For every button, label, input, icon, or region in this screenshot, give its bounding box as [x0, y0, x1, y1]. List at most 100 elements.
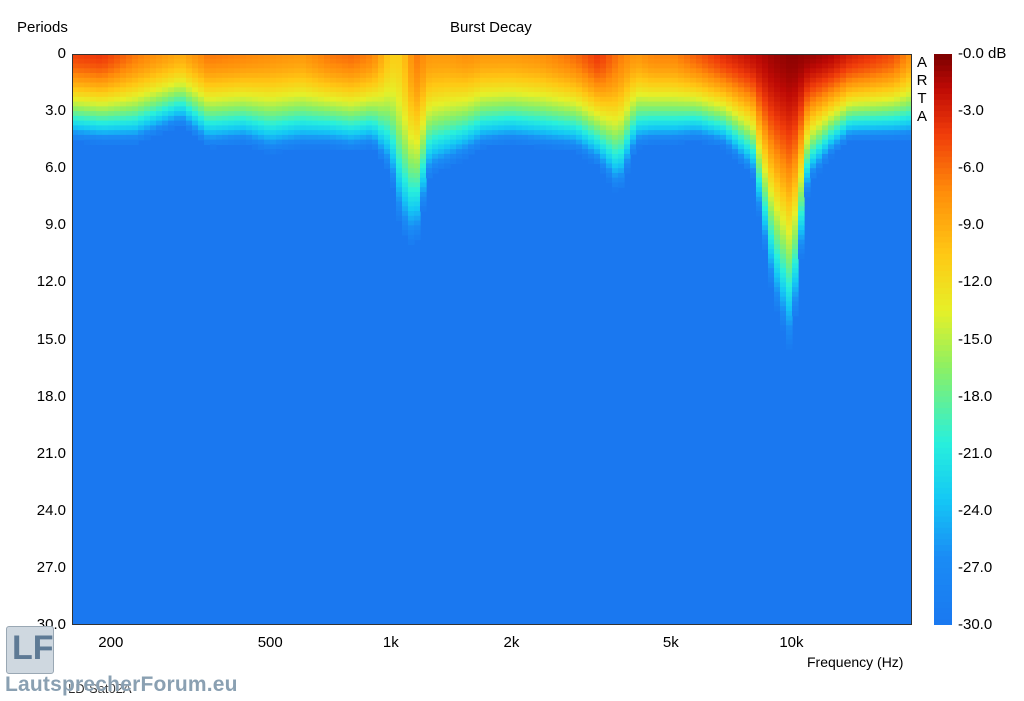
- heatmap-cell: [240, 54, 247, 60]
- heatmap-cell: [852, 111, 859, 117]
- heatmap-cell: [612, 106, 619, 112]
- heatmap-cell: [372, 115, 379, 122]
- heatmap-cell: [852, 77, 859, 84]
- heatmap-cell: [552, 120, 559, 126]
- heatmap-cell: [216, 68, 223, 74]
- heatmap-cell: [354, 139, 361, 146]
- heatmap-cell: [882, 120, 889, 126]
- heatmap-cell: [216, 63, 223, 69]
- heatmap-cell: [672, 120, 679, 126]
- heatmap-cell: [864, 82, 871, 88]
- heatmap-cell: [864, 134, 871, 141]
- heatmap-cell: [774, 111, 781, 117]
- heatmap-cell: [294, 87, 301, 93]
- heatmap-cell: [618, 68, 625, 74]
- heatmap-cell: [372, 92, 379, 98]
- heatmap-cell: [132, 134, 139, 141]
- heatmap-cell: [90, 87, 97, 93]
- heatmap-cell: [192, 101, 199, 107]
- heatmap-cell: [768, 68, 775, 74]
- heatmap-cell: [558, 82, 565, 88]
- heatmap-cell: [174, 92, 181, 98]
- heatmap-cell: [222, 87, 229, 93]
- heatmap-cell: [150, 115, 157, 122]
- heatmap-cell: [240, 125, 247, 131]
- heatmap-cell: [654, 63, 661, 69]
- heatmap-cell: [660, 120, 667, 126]
- heatmap-cell: [228, 120, 235, 126]
- y-tick-label: 27.0: [36, 558, 66, 576]
- heatmap-cell: [738, 106, 745, 112]
- heatmap-cell: [264, 106, 271, 112]
- heatmap-cell: [822, 82, 829, 88]
- heatmap-cell: [780, 225, 787, 231]
- heatmap-cell: [396, 101, 403, 107]
- heatmap-cell: [384, 115, 391, 122]
- heatmap-cell: [480, 130, 487, 136]
- heatmap-cell: [420, 120, 427, 126]
- heatmap-cell: [720, 115, 727, 122]
- heatmap-cell: [570, 73, 577, 79]
- heatmap-cell: [762, 125, 769, 131]
- heatmap-cell: [846, 115, 853, 122]
- heatmap-cell: [504, 68, 511, 74]
- heatmap-cell: [378, 101, 385, 107]
- heatmap-cell: [774, 206, 781, 212]
- heatmap-cell: [756, 139, 763, 146]
- heatmap-cell: [294, 68, 301, 74]
- heatmap-cell: [306, 87, 313, 93]
- colorbar-swatch: [934, 71, 952, 78]
- heatmap-cell: [240, 101, 247, 107]
- heatmap-cell: [906, 134, 912, 141]
- heatmap-cell: [600, 158, 607, 165]
- heatmap-cell: [444, 96, 451, 103]
- heatmap-cell: [186, 106, 193, 112]
- colorbar-swatch: [934, 54, 952, 61]
- heatmap-cell: [234, 58, 241, 65]
- heatmap-cell: [708, 134, 715, 141]
- heatmap-cell: [774, 301, 781, 307]
- heatmap-cell: [750, 115, 757, 122]
- heatmap-cell: [438, 92, 445, 98]
- heatmap-cell: [516, 87, 523, 93]
- heatmap-cell: [84, 82, 91, 88]
- heatmap-cell: [510, 63, 517, 69]
- heatmap-cell: [132, 63, 139, 69]
- heatmap-cell: [408, 87, 415, 93]
- heatmap-cell: [798, 196, 805, 203]
- heatmap-cell: [822, 73, 829, 79]
- heatmap-cell: [774, 177, 781, 184]
- heatmap-cell: [276, 73, 283, 79]
- heatmap-cell: [588, 134, 595, 141]
- heatmap-cell: [798, 149, 805, 155]
- heatmap-cell: [492, 73, 499, 79]
- heatmap-cell: [858, 92, 865, 98]
- heatmap-cell: [834, 96, 841, 103]
- heatmap-cell: [654, 87, 661, 93]
- heatmap-cell: [774, 220, 781, 226]
- heatmap-cell: [294, 144, 301, 150]
- heatmap-cell: [222, 115, 229, 122]
- heatmap-cell: [252, 101, 259, 107]
- heatmap-cell: [630, 120, 637, 126]
- heatmap-cell: [420, 182, 427, 188]
- heatmap-cell: [696, 106, 703, 112]
- heatmap-cell: [414, 92, 421, 98]
- heatmap-cell: [582, 134, 589, 141]
- heatmap-cell: [552, 82, 559, 88]
- heatmap-cell: [78, 101, 85, 107]
- heatmap-cell: [606, 58, 613, 65]
- heatmap-cell: [636, 73, 643, 79]
- heatmap-cell: [852, 115, 859, 122]
- heatmap-cell: [888, 73, 895, 79]
- heatmap-cell: [342, 134, 349, 141]
- heatmap-cell: [876, 92, 883, 98]
- heatmap-cell: [780, 310, 787, 317]
- heatmap-cell: [486, 77, 493, 84]
- heatmap-cell: [618, 172, 625, 179]
- heatmap-cell: [294, 63, 301, 69]
- heatmap-cell: [450, 87, 457, 93]
- x-tick-label: 2k: [503, 634, 520, 651]
- heatmap-cell: [348, 125, 355, 131]
- heatmap-cell: [792, 306, 799, 312]
